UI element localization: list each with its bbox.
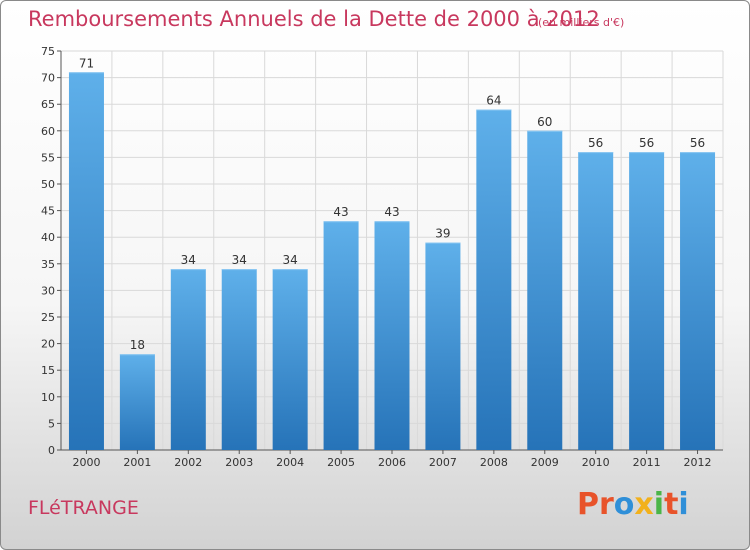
x-tick-label: 2006 — [378, 456, 406, 469]
y-tick-label: 40 — [41, 231, 55, 244]
x-tick-label: 2002 — [174, 456, 202, 469]
y-tick-label: 75 — [41, 45, 55, 58]
y-tick-label: 10 — [41, 391, 55, 404]
bar — [170, 269, 206, 450]
bar — [119, 354, 155, 450]
data-label: 34 — [283, 253, 298, 267]
logo-letter: P — [577, 487, 599, 522]
y-tick-label: 30 — [41, 284, 55, 297]
axes: 0 5 10 15 20 25 30 35 40 45 50 55 60 65 70 75 2000 2001 20… — [41, 45, 723, 469]
data-label: 43 — [333, 205, 348, 219]
x-tick-label: 2009 — [531, 456, 559, 469]
bar — [221, 269, 257, 450]
x-tick-label: 2003 — [225, 456, 253, 469]
logo-letter: i — [678, 487, 689, 522]
y-tick-label: 15 — [41, 364, 55, 377]
bar — [629, 152, 665, 450]
y-tick-label: 70 — [41, 72, 55, 85]
data-label: 39 — [435, 227, 450, 241]
data-label: 64 — [486, 94, 501, 108]
logo-letter: o — [613, 487, 635, 522]
proxiti-logo[interactable]: Proxiti — [577, 487, 689, 522]
y-tick-label: 65 — [41, 98, 55, 111]
data-label: 56 — [639, 136, 654, 150]
bar — [680, 152, 716, 450]
y-tick-label: 5 — [48, 417, 55, 430]
data-label: 34 — [181, 253, 196, 267]
bar — [68, 72, 104, 450]
x-tick-label: 2005 — [327, 456, 355, 469]
data-label: 43 — [384, 205, 399, 219]
data-label: 18 — [130, 338, 145, 352]
bar — [527, 130, 563, 451]
x-tick-label: 2004 — [276, 456, 304, 469]
bar — [374, 221, 410, 450]
commune-name: FLéTRANGE — [28, 497, 139, 519]
bar — [578, 152, 614, 450]
x-tick-label: 2011 — [633, 456, 661, 469]
data-label: 34 — [232, 253, 247, 267]
logo-letter: x — [634, 487, 654, 522]
bars — [68, 72, 716, 451]
y-tick-label: 35 — [41, 258, 55, 271]
y-tick-label: 55 — [41, 151, 55, 164]
data-label: 60 — [537, 115, 552, 129]
chart-title: Remboursements Annuels de la Dette de 20… — [28, 7, 600, 31]
bar — [476, 109, 512, 451]
bar — [272, 269, 308, 450]
y-tick-label: 25 — [41, 311, 55, 324]
logo-letter: i — [653, 487, 665, 522]
data-label: 56 — [588, 136, 603, 150]
x-tick-label: 2008 — [480, 456, 508, 469]
data-label: 71 — [79, 56, 94, 70]
y-tick-label: 50 — [41, 178, 55, 191]
bar — [425, 242, 461, 450]
y-tick-label: 20 — [41, 338, 55, 351]
data-label: 56 — [690, 136, 705, 150]
x-tick-label: 2007 — [429, 456, 457, 469]
logo-letter: t — [664, 487, 679, 522]
y-tick-label: 60 — [41, 125, 55, 138]
chart-unit: (en milliers d'€) — [538, 16, 625, 29]
x-tick-label: 2012 — [684, 456, 712, 469]
data-labels: 71 18 34 34 34 43 43 39 64 60 56 56 56 — [79, 56, 705, 352]
x-tick-label: 2000 — [72, 456, 100, 469]
bar — [323, 221, 359, 450]
y-tick-label: 45 — [41, 205, 55, 218]
y-tick-label: 0 — [48, 444, 55, 457]
x-tick-label: 2010 — [582, 456, 610, 469]
logo-letter: r — [599, 487, 614, 522]
x-tick-label: 2001 — [123, 456, 151, 469]
